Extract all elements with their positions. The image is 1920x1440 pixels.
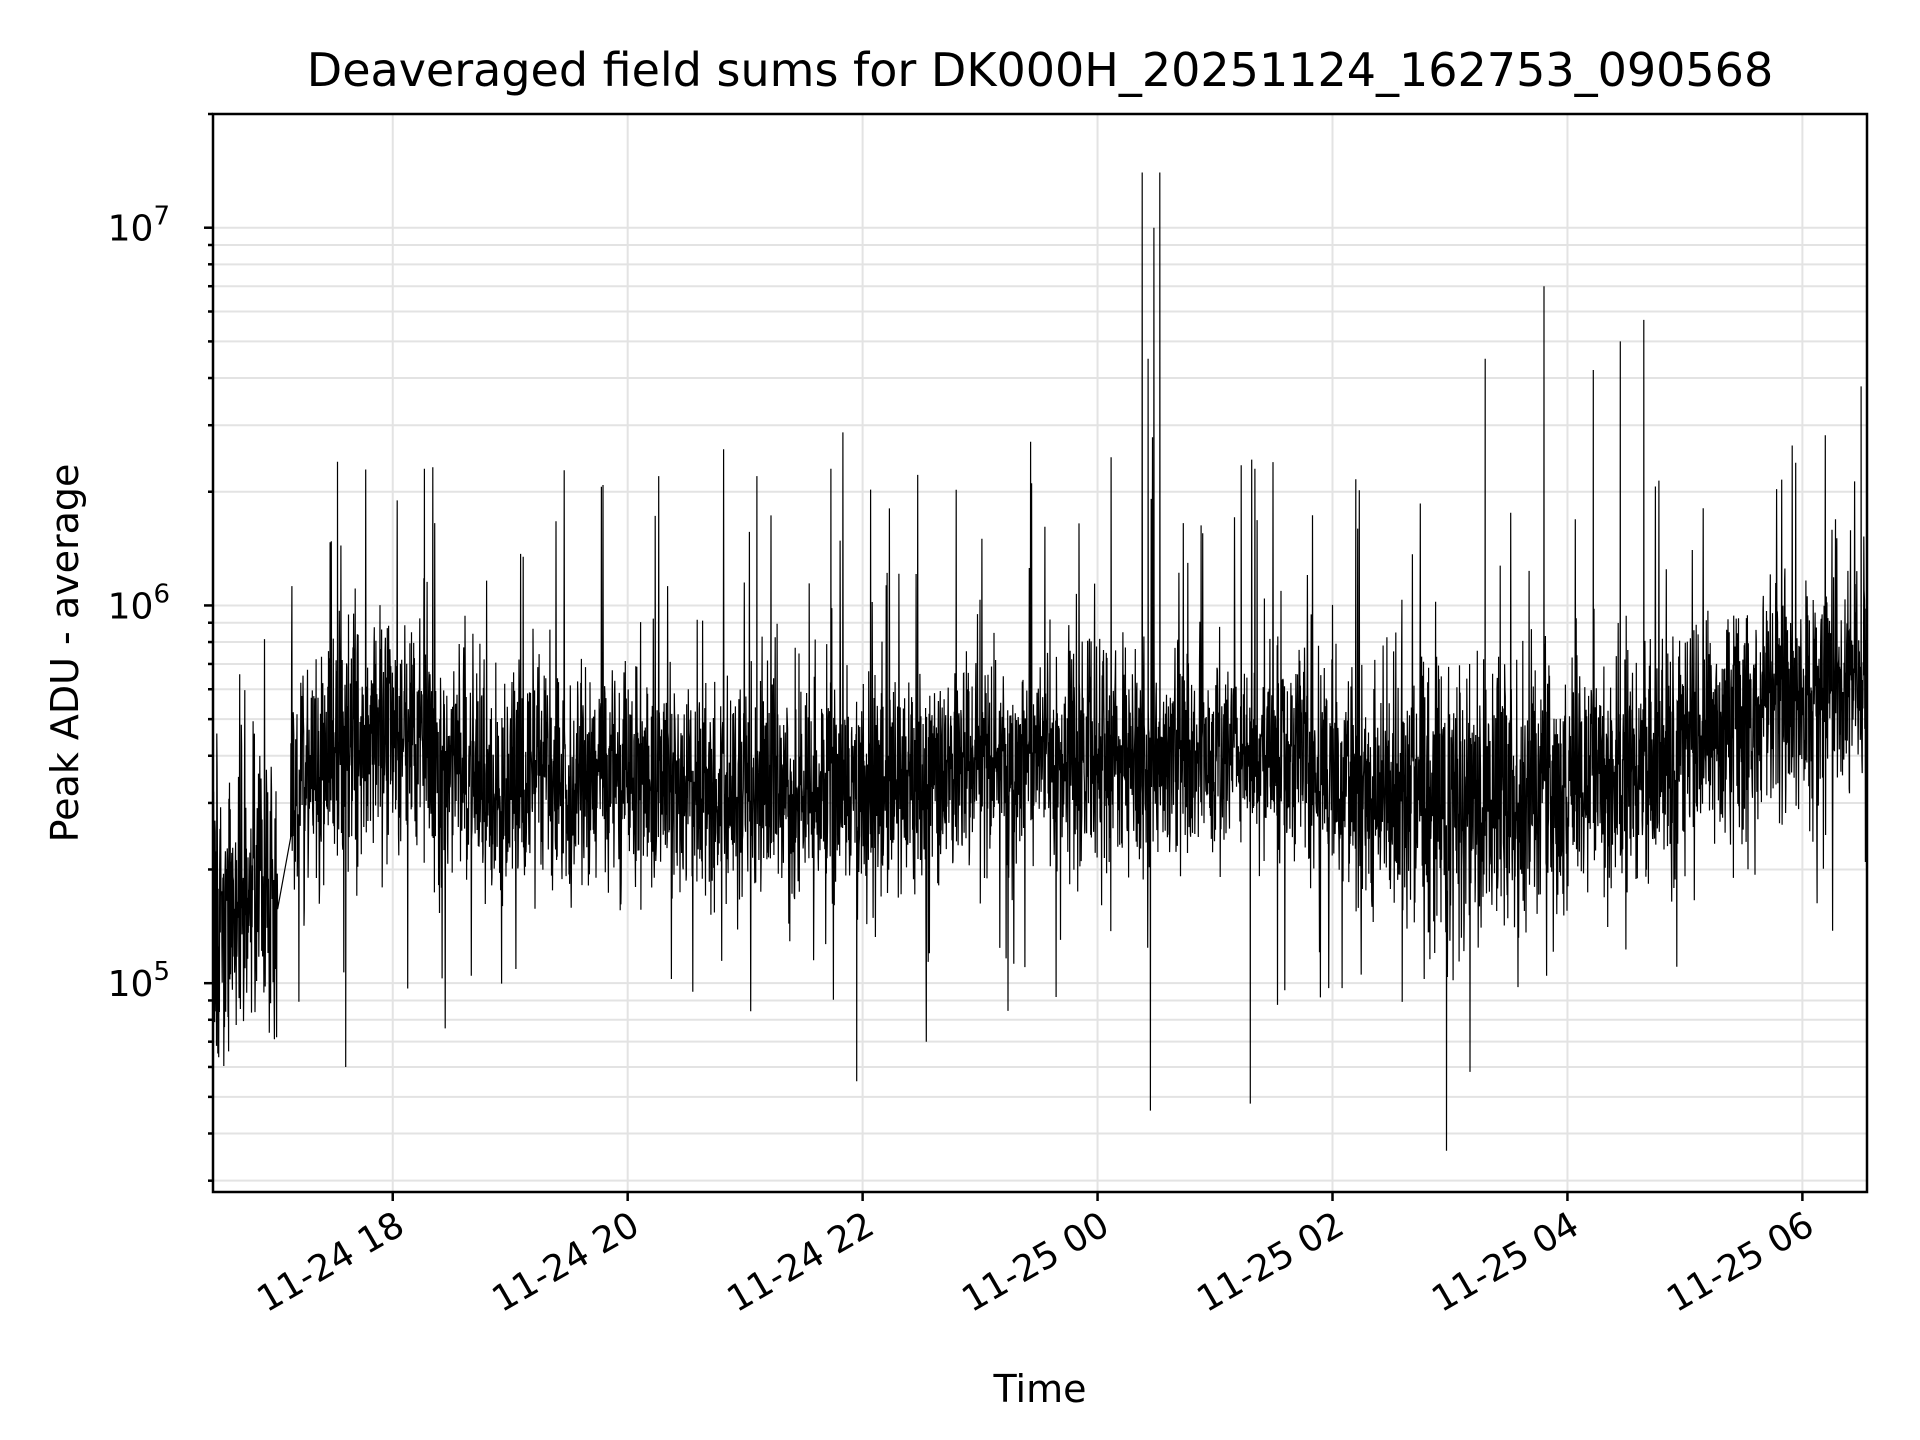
y-axis: 105 106 107 [108,112,213,1182]
series-layer [212,172,1868,1151]
y-tick-label: 105 [108,957,170,1005]
x-axis-label: Time [993,1367,1087,1411]
plot-frame [211,112,1869,1194]
series-line [212,172,1868,1151]
y-axis-label: Peak ADU - average [43,464,87,843]
chart-title: Deaveraged field sums for DK000H_2025112… [307,43,1773,97]
y-tick-label: 107 [108,202,170,250]
y-tick-label: 106 [108,579,170,627]
